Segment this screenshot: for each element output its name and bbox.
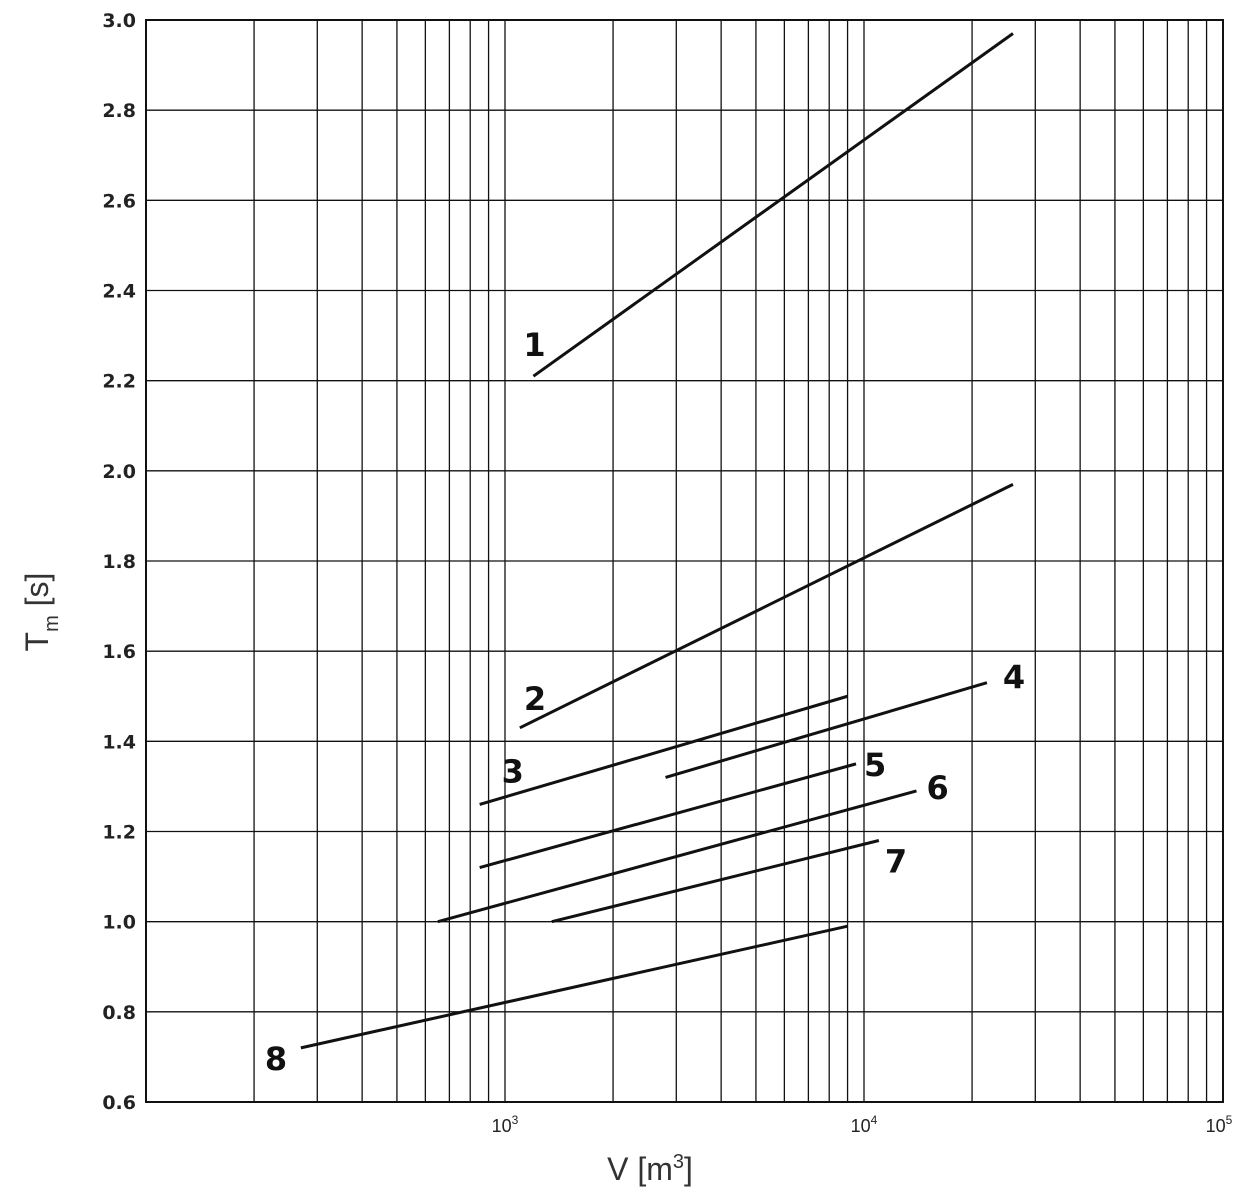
series-label-6: 6	[926, 769, 948, 807]
series-label-1: 1	[523, 326, 545, 364]
series-label-8: 8	[265, 1040, 287, 1078]
y-tick-label: 2.6	[102, 190, 136, 212]
y-tick-label: 3.0	[102, 10, 136, 32]
y-tick-label: 2.8	[102, 100, 136, 122]
grid	[146, 19, 1223, 1103]
series-line-5	[479, 762, 857, 870]
x-tick-label: 104	[851, 1113, 878, 1136]
y-axis-label: Tm [s]	[19, 573, 63, 652]
x-tick-label: 103	[492, 1113, 519, 1136]
y-tick-label: 2.4	[102, 281, 136, 303]
series-line-1	[532, 32, 1014, 378]
x-axis-label: V [m3]	[607, 1151, 693, 1187]
x-tick-labels: 103 104 105	[492, 1113, 1233, 1136]
y-tick-label: 1.0	[102, 912, 136, 934]
series-line-4	[665, 681, 988, 779]
y-tick-label: 2.2	[102, 371, 136, 393]
series-label-4: 4	[1003, 659, 1025, 697]
series-line-8	[300, 924, 848, 1050]
series-line-6	[437, 789, 917, 924]
y-tick-labels: 0.6 0.8 1.0 1.2 1.4 1.6 1.8 2.0 2.2 2.4 2.6 2.8 3.0	[102, 10, 136, 1114]
y-tick-label: 1.4	[102, 731, 136, 753]
series-label-3: 3	[502, 752, 524, 790]
x-tick-label: 105	[1206, 1113, 1233, 1136]
y-tick-label: 0.6	[102, 1092, 136, 1114]
series-line-3	[479, 694, 848, 806]
series-label-2: 2	[524, 680, 546, 718]
y-tick-label: 0.8	[102, 1002, 136, 1024]
series-line-2	[519, 483, 1014, 730]
series-label-5: 5	[864, 746, 886, 784]
series-label-7: 7	[885, 843, 907, 881]
y-tick-label: 2.0	[102, 461, 136, 483]
series-line-7	[551, 839, 880, 924]
series-group	[300, 32, 1014, 1050]
y-tick-label: 1.6	[102, 641, 136, 663]
plot-frame	[145, 19, 1224, 1103]
y-tick-label: 1.8	[102, 551, 136, 573]
y-tick-label: 1.2	[102, 822, 136, 844]
